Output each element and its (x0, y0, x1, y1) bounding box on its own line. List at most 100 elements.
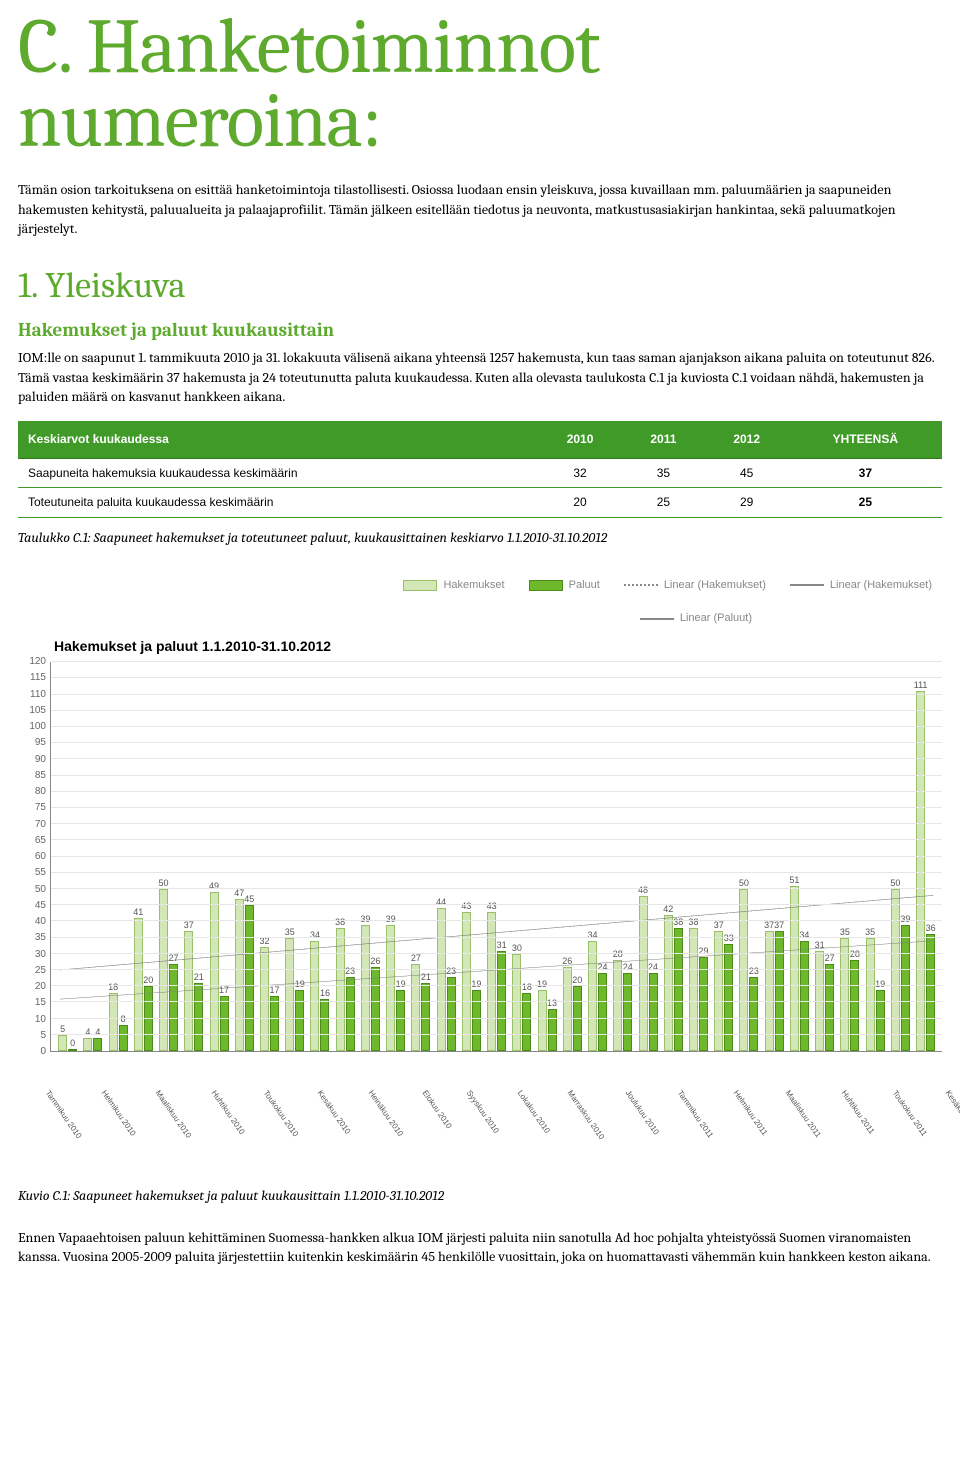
chart-yaxis: 0510152025303540455055606570758085909510… (18, 662, 50, 1052)
bar-paluut: 16 (320, 999, 329, 1051)
bar-value-label: 39 (900, 913, 910, 926)
bar-value-label: 0 (70, 1037, 75, 1050)
gridline (51, 726, 942, 727)
bar-value-label: 19 (295, 978, 305, 991)
page-title: C. Hanketoiminnot numeroina: (18, 10, 942, 158)
legend-item: Linear (Paluut) (18, 611, 932, 626)
bar-group: 3926 (358, 662, 383, 1051)
yaxis-tick: 75 (18, 801, 46, 815)
bar-group: 4824 (635, 662, 660, 1051)
gridline (51, 953, 942, 954)
yaxis-tick: 0 (18, 1045, 46, 1059)
bar-value-label: 24 (598, 961, 608, 974)
yaxis-tick: 85 (18, 769, 46, 783)
bar-group: 2721 (408, 662, 433, 1051)
gridline (51, 888, 942, 889)
bar-paluut: 19 (876, 990, 885, 1052)
bar-value-label: 13 (547, 997, 557, 1010)
yaxis-tick: 120 (18, 655, 46, 669)
bar-paluut: 33 (724, 944, 733, 1051)
yaxis-tick: 80 (18, 785, 46, 799)
gridline (51, 775, 942, 776)
legend-label: Paluut (569, 578, 600, 593)
bar-value-label: 19 (396, 978, 406, 991)
bar-hakemukset: 39 (386, 925, 395, 1051)
yaxis-tick: 115 (18, 671, 46, 685)
bar-group: 3416 (307, 662, 332, 1051)
bar-paluut: 27 (169, 964, 178, 1052)
bar-value-label: 23 (749, 965, 759, 978)
bar-value-label: 44 (436, 896, 446, 909)
bar-hakemukset: 47 (235, 899, 244, 1051)
bar-paluut: 19 (295, 990, 304, 1052)
bar-value-label: 18 (108, 981, 118, 994)
gridline (51, 904, 942, 905)
gridline (51, 823, 942, 824)
gridline (51, 1001, 942, 1002)
bar-group: 3919 (383, 662, 408, 1051)
bar-value-label: 38 (673, 916, 683, 929)
chart-xlabels: Tammikuu 2010Helmikuu 2010Maaliskuu 2010… (18, 1082, 942, 1172)
yaxis-tick: 30 (18, 948, 46, 962)
table-caption: Taulukko C.1: Saapuneet hakemukset ja to… (18, 528, 942, 548)
bar-paluut: 13 (548, 1009, 557, 1051)
bar-value-label: 24 (648, 961, 658, 974)
section-1-heading: 1. Yleiskuva (18, 261, 942, 311)
td-val: 32 (538, 458, 622, 488)
td-label: Toteutuneita paluita kuukaudessa keskimä… (18, 488, 538, 518)
bar-group: 3018 (509, 662, 534, 1051)
section-1-subheading: Hakemukset ja paluut kuukausittain (18, 317, 942, 344)
table-row: Saapuneita hakemuksia kuukaudessa keskim… (18, 458, 942, 488)
gridline (51, 856, 942, 857)
bar-hakemukset: 38 (336, 928, 345, 1051)
legend-item: Linear (Hakemukset) (790, 578, 932, 593)
bar-paluut: 23 (749, 977, 758, 1052)
legend-line-dotted (624, 584, 658, 586)
bar-group: 4319 (459, 662, 484, 1051)
td-val: 29 (705, 488, 789, 518)
td-val: 25 (789, 488, 942, 518)
yaxis-tick: 40 (18, 915, 46, 929)
gridline (51, 872, 942, 873)
bar-value-label: 34 (799, 929, 809, 942)
bar-paluut: 27 (825, 964, 834, 1052)
bar-value-label: 8 (121, 1013, 126, 1026)
yaxis-tick: 45 (18, 899, 46, 913)
bar-value-label: 28 (850, 948, 860, 961)
bar-value-label: 19 (471, 978, 481, 991)
yaxis-tick: 50 (18, 883, 46, 897)
bar-group: 3823 (333, 662, 358, 1051)
bar-value-label: 16 (320, 987, 330, 1000)
bar-group: 18 8 (105, 662, 130, 1051)
th-label: Keskiarvot kuukaudessa (18, 421, 538, 458)
gridline (51, 710, 942, 711)
bar-group: 3829 (686, 662, 711, 1051)
bar-paluut: 29 (699, 957, 708, 1051)
bar-value-label: 23 (446, 965, 456, 978)
th-total: YHTEENSÄ (789, 421, 942, 458)
bar-group: 3217 (257, 662, 282, 1051)
bar-group: 4120 (131, 662, 156, 1051)
gridline (51, 758, 942, 759)
bar-paluut: 38 (674, 928, 683, 1051)
bar-hakemukset: 32 (260, 947, 269, 1051)
bar-group: 3127 (812, 662, 837, 1051)
bar-value-label: 31 (497, 939, 507, 952)
gridline (51, 920, 942, 921)
bar-value-label: 39 (360, 913, 370, 926)
gridline (51, 807, 942, 808)
bar-paluut: 39 (901, 925, 910, 1051)
chart-plot: 5044188412050273721491747453217351934163… (50, 662, 942, 1052)
bar-paluut: 19 (396, 990, 405, 1052)
bar-group: 4238 (661, 662, 686, 1051)
th-2012: 2012 (705, 421, 789, 458)
chart-c1: Hakemukset Paluut Linear (Hakemukset) Li… (18, 570, 942, 1176)
bar-paluut: 23 (447, 977, 456, 1052)
yaxis-tick: 10 (18, 1013, 46, 1027)
bar-group: 4745 (232, 662, 257, 1051)
yaxis-tick: 35 (18, 931, 46, 945)
legend-swatch-hakemukset (403, 580, 437, 591)
chart-legend: Hakemukset Paluut Linear (Hakemukset) Li… (18, 574, 942, 635)
bar-value-label: 4 (85, 1026, 90, 1039)
bar-group: 4917 (206, 662, 231, 1051)
